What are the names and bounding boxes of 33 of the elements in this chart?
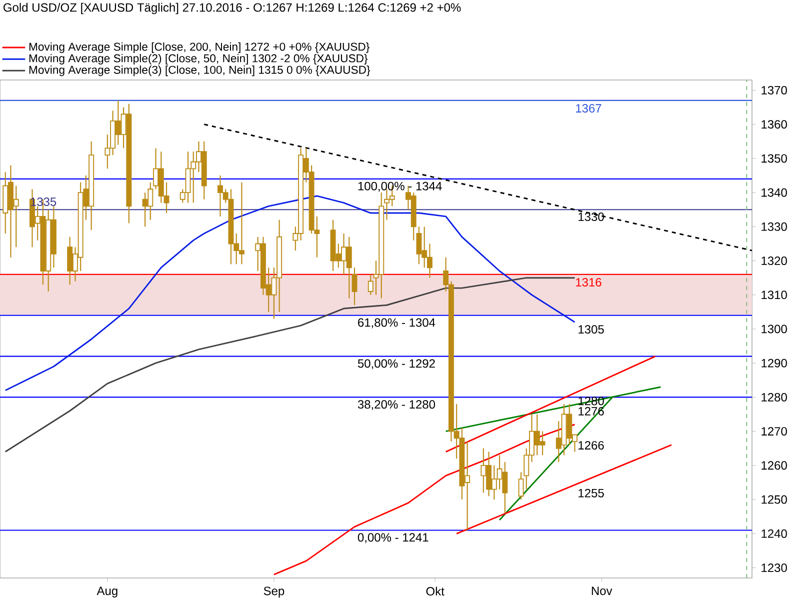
- chart-title: Gold USD/OZ [XAUUSD Täglich] 27.10.2016 - O:1267 H:1269 L:1264 C:1269 +2 +0%: [4, 2, 461, 14]
- legend-label: Moving Average Simple(2) [Close, 50, Nein] 1302 -2 0% {XAUUSD}: [29, 54, 368, 65]
- y-tick-label: 1290: [762, 358, 787, 368]
- y-tick-label: 1360: [762, 120, 787, 129]
- y-tick-label: 1270: [762, 427, 787, 436]
- ref-line-label: 1316: [576, 278, 602, 287]
- y-tick-label: 1340: [762, 188, 787, 197]
- y-tick-label: 1260: [762, 461, 787, 470]
- y-tick-label: 1350: [762, 154, 787, 163]
- y-tick-label: 1370: [762, 86, 787, 94]
- legend-label: Moving Average Simple(3) [Close, 100, Nein] 1315 0 0% {XAUUSD}: [29, 66, 370, 76]
- annotation: 1266: [578, 441, 604, 450]
- annotation: 100,00% - 1344: [358, 182, 442, 192]
- y-tick-label: 1250: [762, 495, 787, 504]
- annotation: 1305: [578, 325, 604, 334]
- x-tick-label: Nov: [592, 586, 612, 596]
- y-tick-label: 1300: [762, 324, 787, 334]
- y-tick-label: 1310: [762, 290, 787, 300]
- legend-label: Moving Average Simple [Close, 200, Nein] 1272 +0 +0% {XAUUSD}: [29, 42, 370, 53]
- x-tick-label: Sep: [264, 586, 284, 598]
- y-tick-label: 1240: [762, 529, 787, 538]
- y-tick-label: 1230: [762, 564, 787, 572]
- annotation: 38,20% - 1280: [358, 400, 436, 410]
- y-tick-label: 1330: [762, 222, 787, 231]
- y-tick-label: 1320: [762, 256, 787, 266]
- x-tick-label: Okt: [426, 586, 444, 596]
- ref-line-label: 1367: [576, 104, 602, 113]
- annotation: 0,00% - 1241: [358, 533, 428, 544]
- annotation: 61,80% - 1304: [358, 318, 436, 328]
- annotation: 1255: [578, 488, 604, 498]
- x-tick-label: Aug: [96, 586, 118, 598]
- y-tick-label: 1280: [762, 392, 787, 402]
- annotation: 50,00% - 1292: [358, 359, 435, 370]
